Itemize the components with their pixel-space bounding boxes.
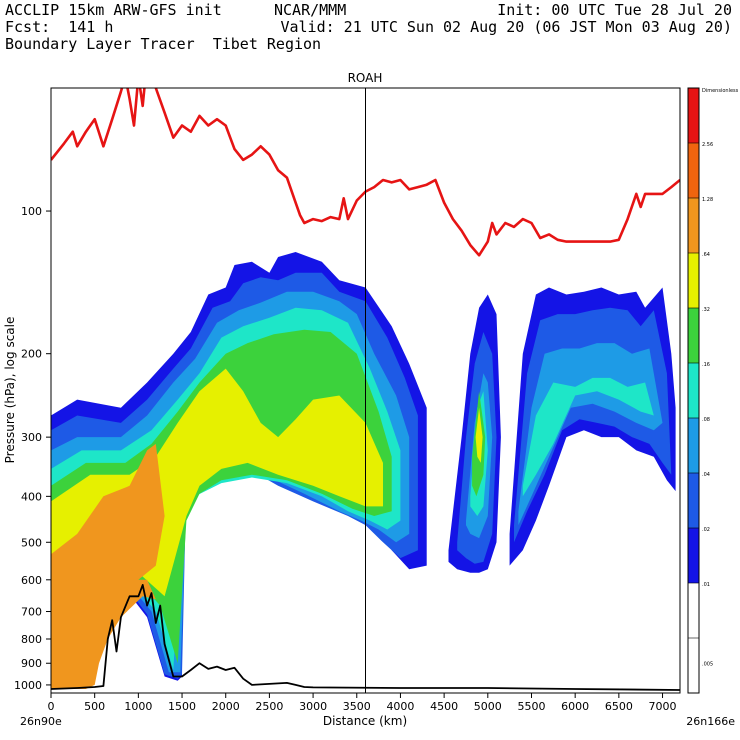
y-axis-title: Pressure (hPa), log scale [3, 317, 17, 464]
y-tick-label: 1000 [14, 679, 42, 692]
header-line2-left: Fcst: 141 h [5, 18, 114, 36]
colorbar-label: .08 [702, 417, 710, 423]
colorbar-label: .16 [702, 362, 710, 368]
y-axis: 100 200 300 400 500 600 700 800 900 1000 [14, 205, 51, 692]
y-tick-label: 900 [21, 657, 42, 670]
colorbar-swatch [688, 308, 699, 363]
colorbar-swatch [688, 583, 699, 638]
right-endpoint-label: 26n166e [686, 715, 735, 728]
x-tick-label: 2000 [212, 700, 240, 713]
y-tick-label: 700 [21, 606, 42, 619]
x-tick-label: 0 [48, 700, 55, 713]
colorbar-label: .02 [702, 527, 710, 533]
x-tick-label: 5500 [517, 700, 545, 713]
x-tick-label: 3000 [299, 700, 327, 713]
y-tick-label: 500 [21, 536, 42, 549]
y-tick-label: 400 [21, 490, 42, 503]
plot-frame [50, 87, 681, 694]
tracer-region-east-column-1-p32 [475, 407, 483, 463]
header-line3-left: Boundary Layer Tracer Tibet Region [5, 35, 322, 53]
colorbar-swatch [688, 88, 699, 143]
x-tick-label: 1000 [124, 700, 152, 713]
colorbar-label: 2.56 [702, 142, 713, 148]
tracer-region-lower-core-p64 [51, 565, 156, 689]
x-tick-label: 6000 [561, 700, 589, 713]
tropopause-line [51, 88, 680, 257]
colorbar-swatch [688, 143, 699, 198]
colorbar-title: Dimensionless [702, 88, 739, 94]
left-endpoint-label: 26n90e [20, 715, 62, 728]
x-tick-label: 2500 [255, 700, 283, 713]
colorbar-swatch [688, 198, 699, 253]
x-tick-label: 4000 [386, 700, 414, 713]
y-tick-label: 300 [21, 431, 42, 444]
colorbar-label: .04 [702, 472, 710, 478]
line-layer [51, 88, 680, 693]
colorbar: .005 .01 .02 .04 .08 .16 .32 .64 1.28 2.56 Dimensi… [687, 87, 739, 694]
tracer-region-east-band-p08 [522, 377, 654, 497]
tracer-fill-layer [51, 252, 676, 689]
y-tick-label: 200 [21, 348, 42, 361]
y-tick-label: 600 [21, 574, 42, 587]
y-tick-label: 100 [21, 205, 42, 218]
colorbar-label: .32 [702, 307, 710, 313]
header-line1-center: NCAR/MMM [274, 1, 347, 19]
colorbar-frame [687, 87, 700, 694]
x-tick-label: 5000 [474, 700, 502, 713]
colorbar-label: .01 [702, 582, 710, 588]
colorbar-swatch [688, 473, 699, 528]
x-axis-title: Distance (km) [323, 714, 407, 728]
colorbar-swatch [688, 638, 699, 693]
terrain-line [51, 584, 680, 691]
colorbar-label: .64 [702, 252, 710, 258]
header-line1-right: Init: 00 UTC Tue 28 Jul 20 [497, 1, 732, 19]
chart-title: ROAH [348, 71, 383, 85]
x-tick-label: 6500 [605, 700, 633, 713]
x-tick-label: 7000 [649, 700, 677, 713]
colorbar-label: .005 [702, 662, 713, 668]
x-tick-label: 1500 [168, 700, 196, 713]
colorbar-swatch [688, 363, 699, 418]
x-tick-label: 4500 [430, 700, 458, 713]
colorbar-swatch [688, 253, 699, 308]
colorbar-swatch [688, 528, 699, 583]
colorbar-label: 1.28 [702, 197, 713, 203]
x-tick-label: 3500 [343, 700, 371, 713]
x-tick-label: 500 [84, 700, 105, 713]
header-line2-right: Valid: 21 UTC Sun 02 Aug 20 (06 JST Mon … [280, 18, 732, 36]
header-line1-left: ACCLIP 15km ARW-GFS init [5, 1, 222, 19]
colorbar-swatch [688, 418, 699, 473]
x-axis: 0 500 1000 1500 2000 2500 3000 3500 4000 4500 5000… [48, 693, 677, 713]
y-tick-label: 800 [21, 633, 42, 646]
